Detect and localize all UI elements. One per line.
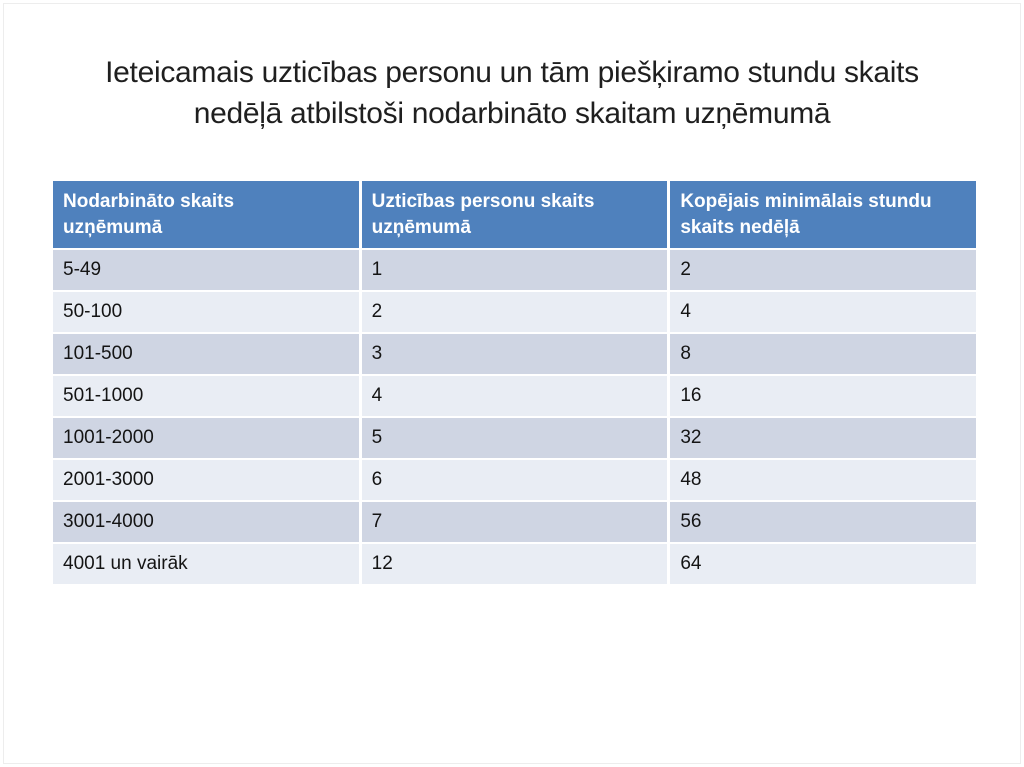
table-cell: 32 xyxy=(670,418,976,458)
table-cell: 5 xyxy=(361,418,668,458)
table-cell: 501-1000 xyxy=(53,376,359,416)
column-header-employee-count: Nodarbināto skaits uzņēmumā xyxy=(53,181,359,248)
table-cell: 4 xyxy=(670,292,976,332)
table-cell: 8 xyxy=(670,334,976,374)
table-cell: 16 xyxy=(670,376,976,416)
table-cell: 4001 un vairāk xyxy=(53,544,359,584)
table-cell: 2001-3000 xyxy=(53,460,359,500)
slide-title: Ieteicamais uzticības personu un tām pie… xyxy=(4,52,1020,134)
table-cell: 101-500 xyxy=(53,334,359,374)
table-cell: 48 xyxy=(670,460,976,500)
column-header-trusted-persons-label: Uzticības personu skaits uzņēmumā xyxy=(371,191,595,238)
table-cell: 2 xyxy=(361,292,668,332)
recommended-hours-table: Nodarbināto skaits uzņēmumā Uzticības pe… xyxy=(53,181,976,584)
table-cell: 56 xyxy=(670,502,976,542)
table-cell: 5-49 xyxy=(53,250,359,290)
table-cell: 3 xyxy=(361,334,668,374)
table-cell: 7 xyxy=(361,502,668,542)
table-cell: 4 xyxy=(361,376,668,416)
table-cell: 1 xyxy=(361,250,668,290)
table-cell: 3001-4000 xyxy=(53,502,359,542)
slide-title-line2: nedēļā atbilstoši nodarbināto skaitam uz… xyxy=(193,97,831,130)
column-header-employee-count-label: Nodarbināto skaits uzņēmumā xyxy=(63,191,235,238)
table-cell: 12 xyxy=(361,544,668,584)
column-header-min-hours: Kopējais minimālais stundu skaits nedēļā xyxy=(670,181,976,248)
table-cell: 1001-2000 xyxy=(53,418,359,458)
table-cell: 64 xyxy=(670,544,976,584)
table-cell: 2 xyxy=(670,250,976,290)
column-header-trusted-persons: Uzticības personu skaits uzņēmumā xyxy=(361,181,668,248)
table-cell: 50-100 xyxy=(53,292,359,332)
slide-title-line1: Ieteicamais uzticības personu un tām pie… xyxy=(105,56,919,89)
slide: Ieteicamais uzticības personu un tām pie… xyxy=(3,3,1021,764)
table-cell: 6 xyxy=(361,460,668,500)
column-header-min-hours-label: Kopējais minimālais stundu skaits nedēļā xyxy=(680,191,932,238)
